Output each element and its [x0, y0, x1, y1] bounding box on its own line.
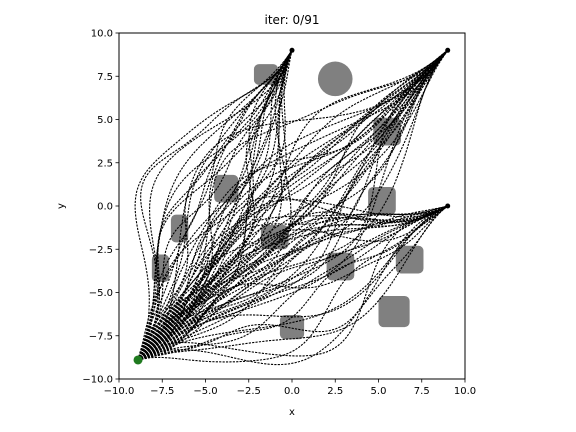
trajectory-line — [137, 50, 293, 361]
trajectory-line — [137, 50, 293, 361]
trajectory-line — [137, 50, 293, 361]
y-tick-label: −2.5 — [89, 245, 113, 256]
trajectory-line — [137, 49, 449, 361]
x-tick-label: 5.0 — [371, 386, 387, 397]
target-point — [289, 47, 295, 53]
trajectory-line — [137, 49, 449, 361]
trajectory-line — [137, 205, 449, 361]
trajectories-layer — [134, 49, 449, 366]
trajectory-line — [137, 49, 449, 361]
trajectory-line — [137, 205, 449, 363]
ticks-layer: −10.0 −7.5 −5.0 −2.5 0.0 2.5 5.0 7.5 10.0 −10.0 −7… — [82, 29, 476, 398]
trajectory-line — [137, 205, 448, 361]
trajectory-line — [137, 49, 449, 361]
start-point — [133, 355, 143, 365]
y-tick-label: 0.0 — [97, 202, 113, 213]
trajectory-line — [137, 49, 449, 361]
trajectory-line — [137, 50, 293, 361]
trajectory-line — [137, 50, 293, 361]
x-tick-label: 0.0 — [284, 386, 300, 397]
trajectory-line — [137, 205, 449, 361]
y-tick-label: −10.0 — [82, 375, 113, 386]
trajectory-line — [137, 49, 449, 361]
trajectory-line — [137, 205, 448, 361]
trajectory-line — [137, 205, 448, 361]
x-axis-label: x — [289, 407, 295, 418]
trajectory-line — [137, 49, 449, 361]
trajectory-line — [137, 49, 449, 361]
trajectory-line — [137, 50, 293, 361]
trajectory-line — [137, 50, 293, 361]
target-point — [445, 47, 451, 53]
trajectory-line — [137, 205, 449, 361]
x-tick-label: 10.0 — [454, 386, 476, 397]
trajectory-line — [137, 205, 448, 361]
trajectory-line — [137, 50, 293, 361]
trajectory-line — [137, 205, 448, 361]
x-tick-label: −2.5 — [237, 386, 261, 397]
y-tick-label: 7.5 — [97, 72, 113, 83]
trajectory-line — [137, 205, 448, 361]
trajectory-line — [137, 49, 449, 361]
obstacle-box — [368, 186, 396, 215]
obstacle-circle — [317, 61, 353, 97]
trajectory-line — [137, 50, 293, 361]
obstacle-box — [260, 225, 289, 250]
trajectory-line — [137, 49, 449, 361]
trajectory-line — [137, 205, 449, 361]
trajectory-line — [137, 196, 448, 361]
x-tick-label: 7.5 — [414, 386, 430, 397]
x-tick-label: −5.0 — [193, 386, 217, 397]
markers-layer — [133, 47, 451, 365]
trajectory-line — [137, 49, 449, 361]
trajectory-line — [137, 205, 448, 361]
trajectory-line — [137, 49, 449, 361]
y-tick-label: 10.0 — [91, 29, 113, 40]
trajectory-line — [137, 50, 293, 361]
trajectory-line — [137, 50, 293, 361]
trajectory-line — [137, 49, 449, 361]
trajectory-line — [137, 49, 449, 361]
trajectory-line — [137, 205, 448, 361]
obstacle-box — [395, 245, 424, 274]
trajectory-line — [137, 50, 293, 361]
target-point — [445, 203, 451, 209]
y-tick-label: −7.5 — [89, 331, 113, 342]
x-tick-label: −7.5 — [150, 386, 174, 397]
y-tick-label: 2.5 — [97, 158, 113, 169]
y-tick-label: −5.0 — [89, 288, 113, 299]
y-axis-label: y — [56, 203, 67, 209]
obstacle-box — [326, 252, 355, 281]
trajectory-line — [137, 50, 293, 361]
trajectory-line — [137, 49, 449, 361]
obstacle-box — [378, 295, 410, 328]
trajectory-line — [137, 49, 449, 361]
chart-title: iter: 0/91 — [265, 13, 320, 27]
trajectory-line — [137, 199, 448, 361]
x-tick-label: −10.0 — [104, 386, 135, 397]
x-tick-label: 2.5 — [327, 386, 343, 397]
y-tick-label: 5.0 — [97, 115, 113, 126]
trajectory-line — [137, 205, 448, 361]
